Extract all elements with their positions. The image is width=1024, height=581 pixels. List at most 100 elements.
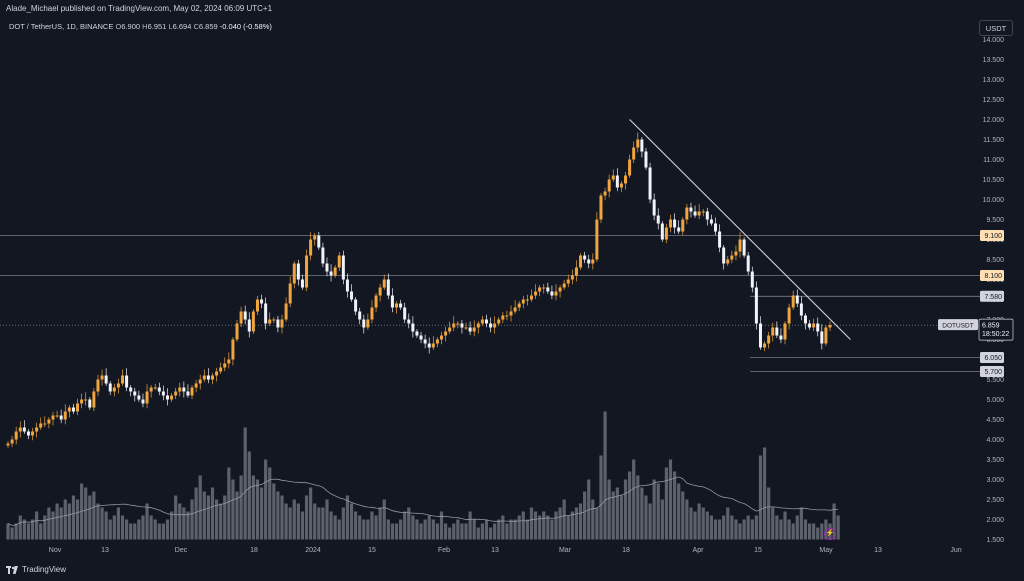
- candle-body: [55, 415, 59, 417]
- candle-body: [354, 299, 358, 312]
- volume-bar: [689, 507, 693, 540]
- candle-body: [713, 223, 717, 232]
- volume-bar: [681, 491, 685, 540]
- volume-layer: [6, 411, 840, 540]
- volume-bar: [6, 523, 10, 540]
- candle-body: [472, 327, 476, 332]
- volume-bar: [71, 495, 76, 540]
- volume-bar: [358, 515, 362, 540]
- lightning-icon[interactable]: ⚡: [824, 528, 836, 540]
- candle-body: [227, 359, 231, 364]
- candle-body: [538, 287, 542, 292]
- x-tick-label: Dec: [175, 547, 188, 554]
- volume-bar: [791, 523, 795, 540]
- currency-button[interactable]: USDT: [979, 20, 1013, 36]
- volume-bar: [746, 515, 750, 540]
- volume-bar: [415, 519, 419, 540]
- candle-body: [116, 383, 120, 388]
- axes-layer: 14.000 13.500 13.000 12.500 12.000 11.500 11.0…: [49, 37, 1014, 554]
- volume-bar: [734, 519, 738, 540]
- candle-body: [71, 407, 75, 412]
- volume-bar: [701, 507, 705, 540]
- volume-bar: [104, 511, 108, 540]
- volume-bar: [210, 487, 215, 540]
- high-label: H: [142, 22, 148, 31]
- volume-bar: [309, 487, 313, 540]
- candle-body: [501, 315, 505, 320]
- y-tick-label: 12.500: [983, 97, 1005, 104]
- candle-body: [305, 255, 309, 288]
- volume-bar: [304, 495, 309, 540]
- candle-body: [803, 315, 807, 324]
- volume-bar: [427, 515, 431, 540]
- x-tick-label: Feb: [438, 547, 450, 554]
- candle-body: [84, 399, 88, 401]
- volume-bar: [468, 511, 472, 540]
- tradingview-brand: TradingView: [22, 565, 67, 574]
- volume-bar: [464, 523, 468, 540]
- volume-bar: [726, 507, 730, 540]
- candle-body: [558, 287, 562, 292]
- volume-bar: [206, 495, 210, 540]
- candle-body: [677, 227, 681, 232]
- y-tick-label: 13.000: [983, 77, 1005, 84]
- volume-bar: [317, 507, 321, 540]
- tradingview-logo[interactable]: TradingView: [6, 565, 66, 574]
- candle-body: [345, 279, 349, 292]
- candle-body: [112, 387, 116, 392]
- candle-body: [317, 235, 321, 248]
- volume-bar: [26, 523, 31, 540]
- trendline-layer: [629, 119, 851, 340]
- low-label: L: [168, 22, 173, 31]
- candle-body: [464, 327, 468, 329]
- candle-body: [104, 375, 108, 384]
- volume-bar: [558, 507, 562, 540]
- candle-body: [587, 259, 591, 264]
- candle-body: [534, 291, 538, 296]
- volume-bar: [562, 499, 566, 540]
- candle-body: [219, 367, 223, 372]
- symbol-name[interactable]: DOT / TetherUS, 1D, BINANCE: [9, 22, 114, 31]
- volume-bar: [795, 515, 799, 540]
- volume-bar: [349, 503, 354, 540]
- candle-body: [542, 287, 546, 289]
- candle-body: [14, 431, 18, 440]
- volume-bar: [423, 519, 427, 540]
- candle-body: [722, 247, 726, 264]
- candle-body: [439, 335, 443, 340]
- candle-body: [411, 323, 415, 332]
- candle-body: [165, 395, 169, 400]
- candle-body: [505, 315, 509, 317]
- volume-bar: [599, 455, 603, 540]
- volume-bar: [394, 523, 399, 540]
- candle-body: [51, 415, 55, 420]
- candle-body: [215, 371, 219, 376]
- candle-body: [145, 391, 149, 404]
- volume-bar: [231, 479, 235, 540]
- volume-bar: [378, 507, 382, 540]
- candle-body: [509, 311, 513, 316]
- volume-bar: [632, 459, 636, 540]
- volume-bar: [591, 499, 595, 540]
- symbol-legend[interactable]: DOT / TetherUS, 1D, BINANCE O6.900 H6.95…: [9, 22, 272, 31]
- candle-body: [632, 147, 636, 160]
- level-label: 6.050: [980, 352, 1004, 363]
- candle-body: [562, 283, 566, 288]
- candle-body: [763, 343, 767, 348]
- volume-bar: [398, 519, 403, 540]
- candle-body: [313, 235, 317, 240]
- candle-body: [664, 227, 668, 240]
- price-chart[interactable]: 14.000 13.500 13.000 12.500 12.000 11.500 11.0…: [0, 0, 1024, 560]
- candle-body: [812, 323, 816, 328]
- close-value: 6.859: [198, 22, 218, 31]
- level-label-text: 9.100: [984, 233, 1002, 240]
- volume-bar: [648, 503, 652, 540]
- candle-body: [529, 295, 533, 300]
- candle-body: [701, 211, 705, 213]
- volume-bar: [288, 507, 292, 540]
- volume-bar: [705, 511, 709, 540]
- levels-layer: [0, 235, 980, 372]
- candle-body: [517, 303, 521, 308]
- candle-body: [673, 219, 677, 228]
- volume-ma-line: [7, 476, 839, 526]
